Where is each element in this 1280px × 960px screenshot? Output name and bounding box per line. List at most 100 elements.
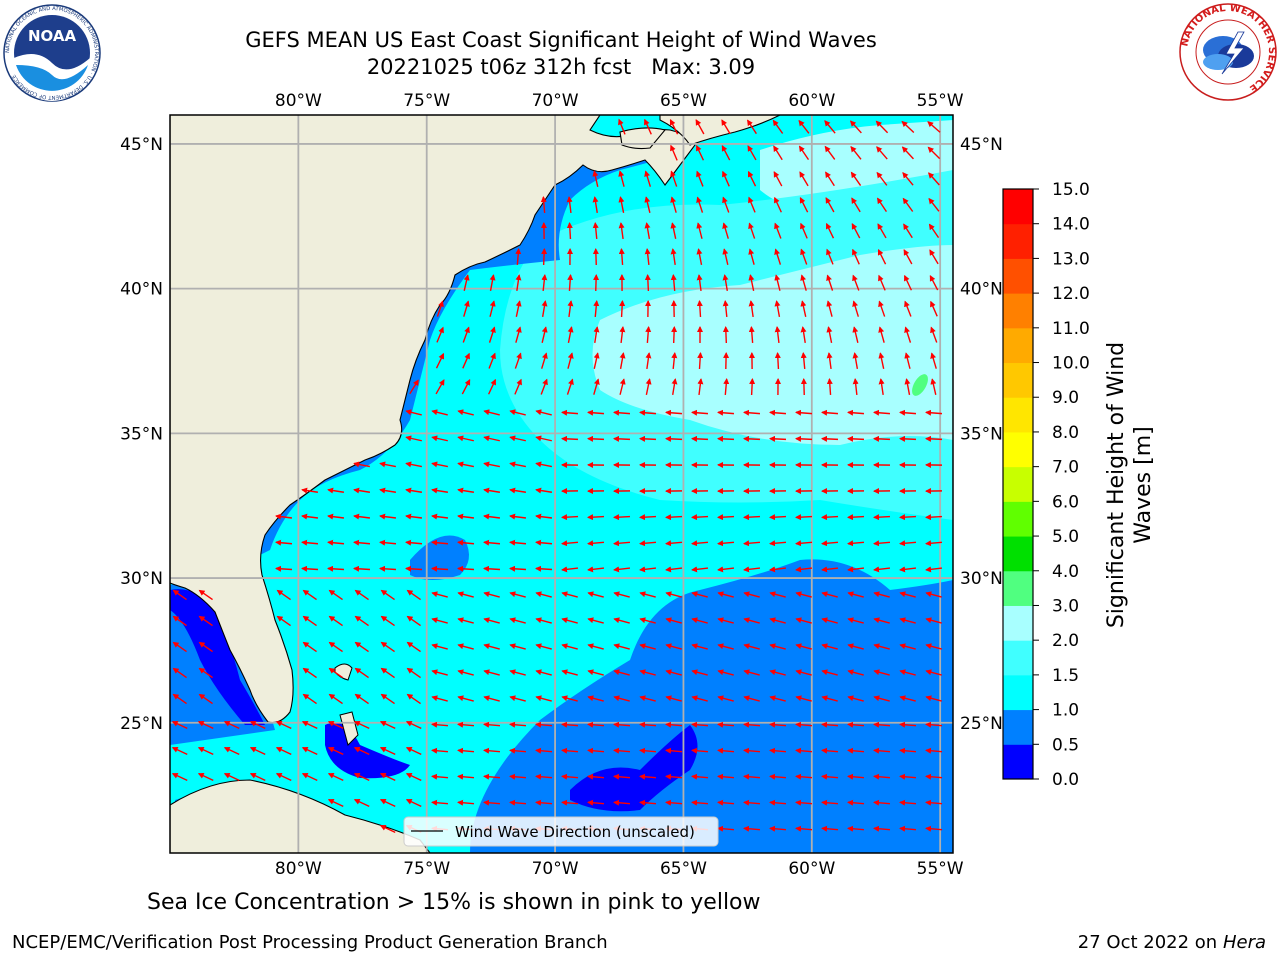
wind-wave-arrow <box>695 144 705 161</box>
wind-wave-arrow <box>540 196 547 214</box>
map-area <box>170 115 953 853</box>
colorbar-tick-label: 12.0 <box>1052 284 1090 304</box>
wind-wave-arrow <box>380 693 395 705</box>
lat-tick-label-left: 25°N <box>120 714 163 734</box>
wind-wave-arrow <box>561 540 579 547</box>
wind-wave-arrow <box>198 589 213 601</box>
wind-wave-arrow <box>723 378 730 396</box>
wind-wave-arrow <box>821 566 839 573</box>
wind-wave-arrow <box>489 300 496 317</box>
wind-wave-arrow <box>743 540 761 547</box>
wind-wave-arrow <box>821 591 838 598</box>
wind-wave-arrow <box>928 223 940 238</box>
wind-wave-arrow <box>873 669 890 676</box>
wind-wave-arrow <box>824 120 836 134</box>
wind-wave-arrow <box>457 669 474 676</box>
colorbar-tick-label: 8.0 <box>1052 423 1079 443</box>
colorbar-segment <box>1003 501 1033 537</box>
wind-wave-arrow <box>613 435 631 442</box>
wind-wave-arrow <box>795 566 813 573</box>
wind-wave-arrow <box>639 669 656 676</box>
wind-wave-arrow <box>405 565 423 572</box>
lon-tick-label-bottom: 75°W <box>403 859 450 879</box>
wind-wave-arrow <box>489 274 496 291</box>
wind-wave-arrow <box>671 378 678 396</box>
wind-wave-arrow <box>541 326 548 343</box>
wind-wave-arrow <box>691 617 708 624</box>
lat-tick-label-left: 40°N <box>120 280 163 300</box>
wind-wave-arrow <box>665 669 682 676</box>
colorbar-tick-label: 9.0 <box>1052 388 1079 408</box>
wind-wave-arrow <box>928 197 940 212</box>
wind-wave-arrow <box>483 643 500 650</box>
wind-wave-arrow <box>800 274 807 291</box>
wind-wave-arrow <box>483 435 500 442</box>
wind-wave-arrow <box>670 274 677 292</box>
wind-wave-arrow <box>354 615 369 627</box>
wind-wave-arrow <box>873 591 890 598</box>
wind-wave-arrow <box>613 591 630 598</box>
lat-tick-label-right: 30°N <box>960 569 1003 589</box>
axis-tick-labels: 80°W 80°W 75°W 75°W 70°W 70°W 65°W 65°W 60°W 60°W… <box>120 91 1003 879</box>
wind-wave-arrow <box>902 197 914 212</box>
wind-wave-arrow <box>431 435 448 442</box>
wind-wave-arrow <box>223 772 240 782</box>
wind-wave-arrow <box>821 435 839 442</box>
wind-wave-arrow <box>327 772 344 782</box>
wind-wave-arrow <box>747 170 757 187</box>
wind-wave-arrow <box>722 170 730 187</box>
colorbar-segment <box>1003 258 1033 294</box>
wind-wave-arrow <box>769 540 787 547</box>
wind-wave-arrow <box>769 514 787 521</box>
wind-wave-arrow <box>613 695 630 702</box>
wind-wave-arrow <box>743 825 761 832</box>
wind-wave-arrow <box>515 248 522 266</box>
wind-wave-arrow <box>825 197 835 213</box>
wind-wave-arrow <box>249 772 266 782</box>
wind-wave-arrow <box>509 513 527 520</box>
wind-wave-arrow <box>821 617 838 624</box>
wind-wave-arrow <box>431 461 448 468</box>
wind-wave-arrow <box>644 170 652 187</box>
wind-wave-arrow <box>540 352 548 369</box>
wind-wave-arrow <box>354 589 369 601</box>
wind-wave-arrow <box>435 379 445 395</box>
wind-wave-arrow <box>717 669 734 676</box>
wind-wave-arrow <box>798 145 810 161</box>
wind-wave-arrow <box>509 669 526 676</box>
wind-wave-arrow <box>927 146 941 160</box>
colorbar-tick-label: 1.0 <box>1052 701 1079 721</box>
wind-wave-arrow <box>535 487 553 494</box>
wind-wave-arrow <box>878 300 886 317</box>
wind-wave-arrow <box>328 641 343 653</box>
wind-wave-arrow <box>431 539 449 546</box>
wind-wave-arrow <box>847 643 864 650</box>
wind-wave-arrow <box>353 539 371 546</box>
wind-wave-arrow <box>821 409 839 416</box>
wind-wave-arrow <box>379 461 396 468</box>
colorbar-segment <box>1003 466 1033 502</box>
wind-wave-arrow <box>665 591 682 598</box>
chart-subtitle: 20221025 t06z 312h fcst Max: 3.09 <box>366 55 756 79</box>
wind-wave-arrow <box>925 695 942 702</box>
wind-wave-arrow <box>198 693 213 705</box>
wind-wave-arrow <box>509 435 526 442</box>
wind-wave-arrow <box>774 248 782 265</box>
wind-wave-arrow <box>613 721 631 728</box>
wind-wave-arrow <box>327 798 344 808</box>
colorbar-segment <box>1003 293 1033 329</box>
wind-wave-arrow <box>795 435 813 442</box>
wind-wave-arrow <box>566 222 573 240</box>
wind-wave-arrow <box>769 695 786 702</box>
colorbar-segment <box>1003 397 1033 433</box>
wind-wave-arrow <box>821 669 838 676</box>
wind-wave-arrow <box>561 643 578 650</box>
wind-wave-arrow <box>774 274 781 291</box>
wind-wave-arrow <box>877 248 887 265</box>
wind-wave-arrow <box>847 721 865 728</box>
wind-wave-arrow <box>774 196 782 213</box>
wind-wave-arrow <box>899 591 916 598</box>
colorbar-tick-label: 13.0 <box>1052 249 1090 269</box>
lon-tick-label-top: 60°W <box>788 91 835 111</box>
wind-wave-arrow <box>463 300 470 317</box>
